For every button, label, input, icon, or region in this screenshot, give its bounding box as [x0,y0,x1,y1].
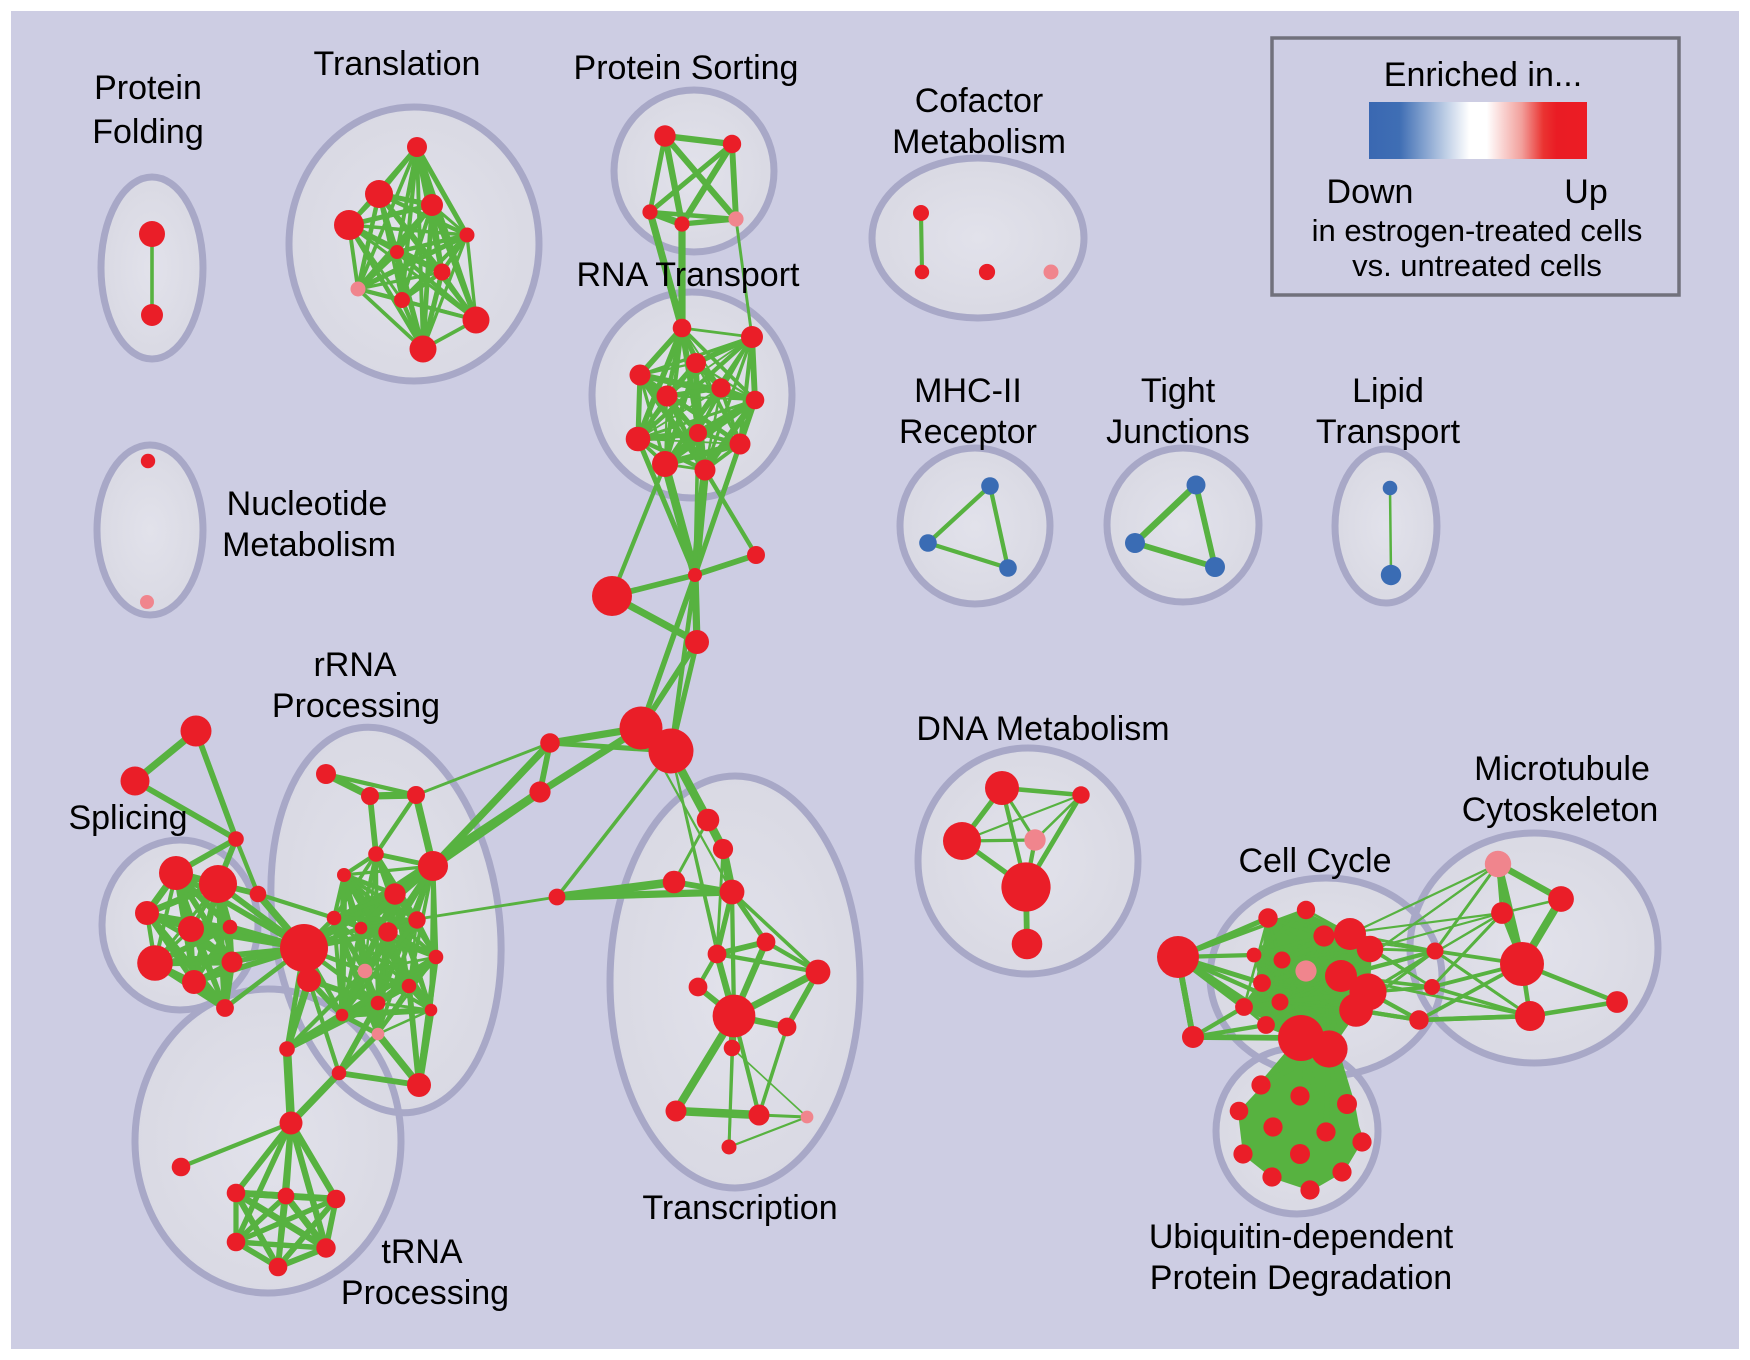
svg-text:Cytoskeleton: Cytoskeleton [1462,791,1659,829]
svg-text:Transport: Transport [1316,413,1461,451]
svg-text:Microtubule: Microtubule [1474,750,1650,788]
svg-text:Cell Cycle: Cell Cycle [1238,842,1391,880]
svg-text:Transcription: Transcription [642,1189,837,1227]
svg-text:Translation: Translation [314,45,481,83]
svg-text:Down: Down [1327,173,1414,211]
svg-text:Nucleotide: Nucleotide [227,485,388,523]
svg-text:rRNA: rRNA [313,646,396,684]
svg-text:Receptor: Receptor [899,413,1037,451]
svg-text:Tight: Tight [1141,372,1216,410]
svg-text:Splicing: Splicing [68,799,187,837]
svg-text:Junctions: Junctions [1106,413,1250,451]
svg-text:tRNA: tRNA [381,1233,463,1271]
svg-text:Metabolism: Metabolism [222,526,396,564]
svg-text:MHC-II: MHC-II [914,372,1022,410]
svg-text:Cofactor: Cofactor [915,82,1044,120]
svg-text:Protein Sorting: Protein Sorting [574,49,799,87]
svg-text:Up: Up [1564,173,1607,211]
svg-text:Processing: Processing [341,1274,509,1312]
svg-text:Ubiquitin-dependent: Ubiquitin-dependent [1149,1218,1454,1256]
svg-text:Metabolism: Metabolism [892,123,1066,161]
svg-text:Protein Degradation: Protein Degradation [1150,1259,1452,1297]
svg-text:Lipid: Lipid [1352,372,1424,410]
svg-text:Enriched in...: Enriched in... [1384,56,1582,94]
svg-text:vs. untreated cells: vs. untreated cells [1352,248,1602,283]
svg-text:Protein: Protein [94,69,202,107]
svg-text:RNA Transport: RNA Transport [577,256,801,294]
svg-text:Folding: Folding [92,113,204,151]
svg-text:in estrogen-treated cells: in estrogen-treated cells [1312,213,1643,248]
svg-text:Processing: Processing [272,687,440,725]
svg-text:DNA Metabolism: DNA Metabolism [916,710,1169,748]
